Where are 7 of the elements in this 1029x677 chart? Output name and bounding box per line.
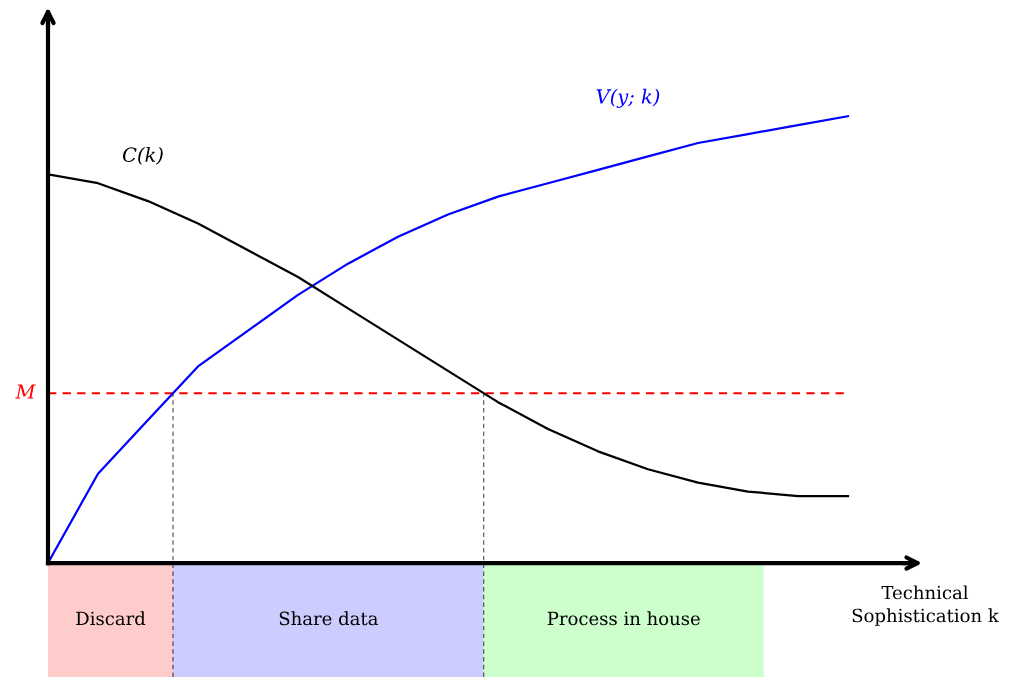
- text: Process in house: [547, 611, 700, 626]
- text: Share data: [279, 611, 378, 626]
- text: V(y; k): [596, 88, 660, 108]
- series-label: C(k): [122, 146, 163, 165]
- ref-line-label: M: [15, 384, 36, 399]
- text: Discard: [76, 611, 146, 626]
- x-axis-title: Technical Sophistication k: [852, 585, 999, 626]
